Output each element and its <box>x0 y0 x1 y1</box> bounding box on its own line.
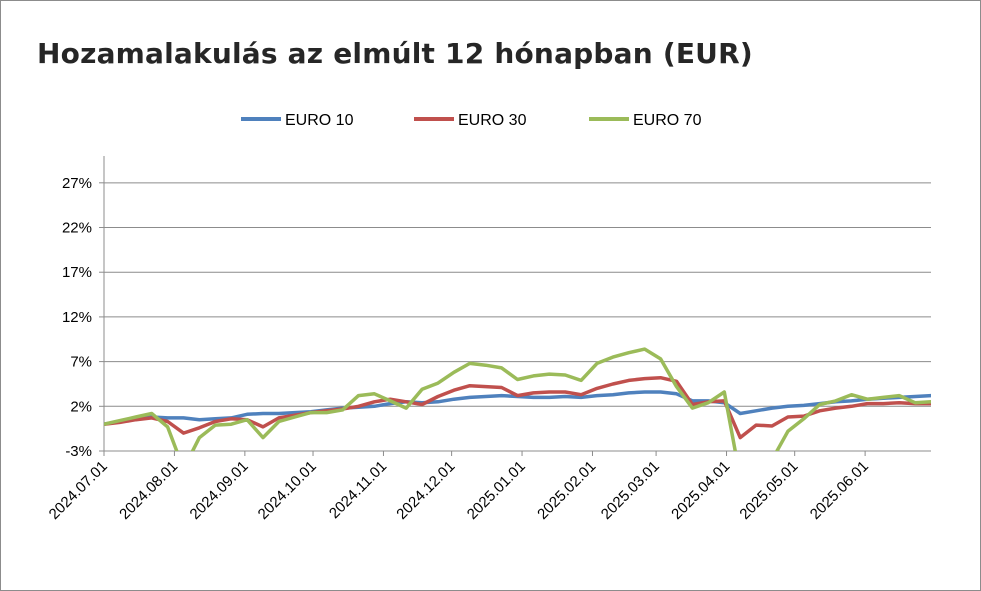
x-tick-label: 2025.05.01 <box>736 458 801 523</box>
x-tick-label: 2025.02.01 <box>534 458 599 523</box>
x-tick-label: 2024.07.01 <box>46 458 111 523</box>
legend: EURO 10 EURO 30 EURO 70 <box>241 112 702 129</box>
x-tick-label: 2025.06.01 <box>807 458 872 523</box>
series-line-3 <box>104 347 931 451</box>
x-tick-label: 2025.01.01 <box>464 458 529 523</box>
y-tick-label: -3% <box>65 443 92 460</box>
y-tick-label: 27% <box>62 175 92 192</box>
x-tick-label: 2024.11.01 <box>326 458 390 522</box>
y-tick-label: 2% <box>70 398 92 415</box>
gridlines <box>99 156 931 456</box>
x-axis-ticks: 2024.07.01 2024.08.01 2024.09.01 2024.10.01… <box>46 458 872 523</box>
y-tick-label: 22% <box>62 220 92 237</box>
series-line-2 <box>104 375 931 440</box>
x-tick-label: 2024.08.01 <box>116 458 181 523</box>
x-tick-label: 2024.09.01 <box>187 458 252 523</box>
y-tick-label: 17% <box>62 264 92 281</box>
series-lines <box>104 347 931 451</box>
x-tick-label: 2024.10.01 <box>255 458 320 523</box>
legend-label-2: EURO 30 <box>458 112 527 129</box>
legend-label-1: EURO 10 <box>285 112 354 129</box>
x-tick-label: 2025.04.01 <box>668 458 733 523</box>
chart-title: Hozamalakulás az elmúlt 12 hónapban (EUR… <box>37 37 753 70</box>
legend-label-3: EURO 70 <box>633 112 702 129</box>
x-tick-label: 2025.03.01 <box>598 458 663 523</box>
y-axis-ticks: -3% 2% 7% 12% 17% 22% 27% <box>62 175 92 460</box>
x-tick-label: 2024.12.01 <box>393 458 458 523</box>
y-tick-label: 12% <box>62 309 92 326</box>
y-tick-label: 7% <box>70 354 92 371</box>
